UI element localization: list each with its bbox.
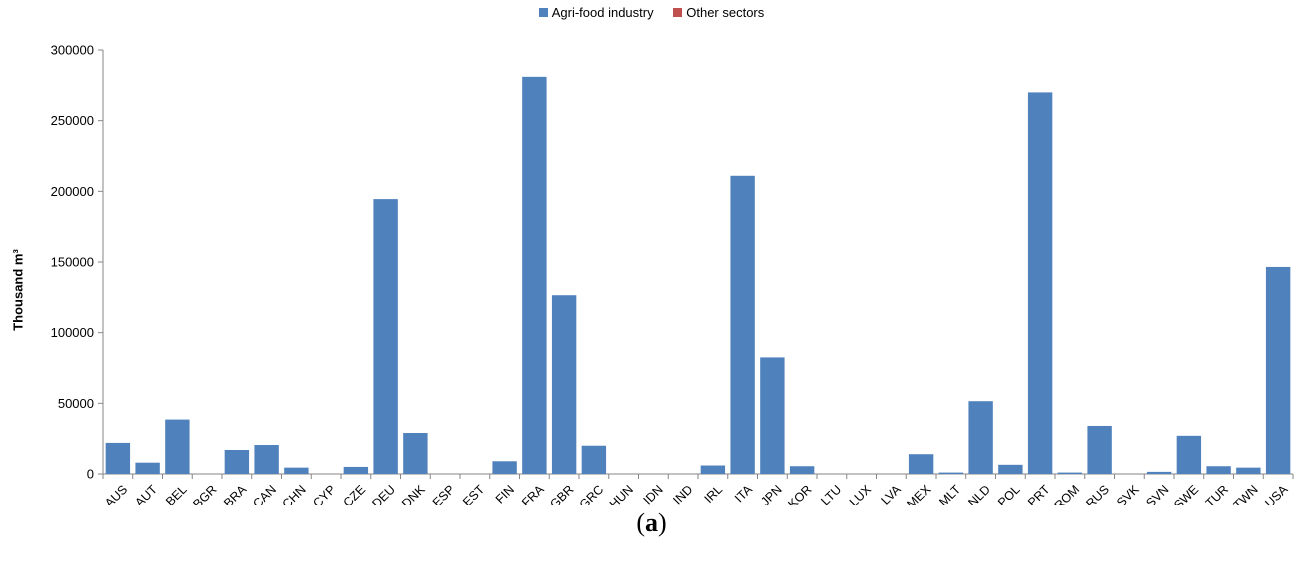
- legend-label-agri-food: Agri-food industry: [551, 5, 654, 20]
- x-tick-label-chn: CHN: [280, 482, 309, 505]
- panel-label: (a): [0, 508, 1303, 538]
- x-tick-label-swe: SWE: [1171, 482, 1201, 505]
- bar-kor-agri-food: [789, 466, 815, 474]
- x-tick-label-dnk: DNK: [399, 482, 428, 505]
- bar-ita-agri-food: [730, 175, 755, 475]
- x-tick-label-rom: ROM: [1052, 482, 1083, 505]
- x-tick-label-ltu: LTU: [818, 482, 844, 505]
- chart-legend: Agri-food industry Other sectors: [0, 5, 1303, 20]
- y-tick-label: 100000: [51, 325, 94, 340]
- bar-chn-agri-food: [284, 467, 309, 474]
- bar-bel-agri-food: [165, 419, 190, 474]
- x-tick-label-grc: GRC: [577, 482, 607, 505]
- bar-fra-agri-food: [522, 76, 547, 474]
- x-tick-label-ita: ITA: [732, 482, 755, 505]
- x-tick-label-kor: KOR: [785, 482, 814, 505]
- bar-cze-agri-food: [343, 466, 369, 474]
- x-tick-label-fra: FRA: [519, 482, 547, 505]
- x-tick-label-usa: USA: [1262, 482, 1291, 505]
- x-tick-label-lva: LVA: [878, 482, 904, 505]
- bar-rus-agri-food: [1087, 425, 1112, 474]
- bar-deu-agri-food: [373, 199, 398, 475]
- bar-prt-agri-food: [1027, 92, 1053, 475]
- legend-item-other-sectors: Other sectors: [673, 5, 764, 20]
- y-tick-label: 150000: [51, 255, 94, 270]
- x-tick-label-aus: AUS: [102, 482, 130, 505]
- x-tick-label-svn: SVN: [1143, 482, 1171, 505]
- x-tick-label-cyp: CYP: [310, 482, 338, 505]
- y-tick-label: 0: [87, 467, 94, 482]
- bar-jpn-agri-food: [760, 357, 785, 474]
- x-tick-label-ind: IND: [670, 482, 695, 505]
- x-tick-label-gbr: GBR: [547, 482, 576, 505]
- bar-irl-agri-food: [700, 465, 726, 474]
- bar-pol-agri-food: [998, 464, 1023, 474]
- x-tick-label-esp: ESP: [430, 482, 458, 505]
- x-tick-label-lux: LUX: [847, 482, 875, 505]
- x-tick-label-cze: CZE: [341, 482, 369, 505]
- legend-swatch-other-sectors: [673, 8, 683, 17]
- x-tick-label-bgr: BGR: [190, 482, 219, 505]
- bar-svn-agri-food: [1146, 471, 1172, 474]
- panel-label-close: ): [658, 508, 667, 537]
- bar-aut-agri-food: [135, 462, 160, 474]
- x-tick-label-jpn: JPN: [758, 482, 785, 505]
- y-tick-label: 200000: [51, 184, 94, 199]
- x-tick-label-est: EST: [460, 482, 487, 505]
- bar-gbr-agri-food: [551, 295, 577, 474]
- x-tick-label-mex: MEX: [904, 482, 934, 505]
- y-tick-label: 250000: [51, 113, 94, 128]
- bar-nld-agri-food: [968, 401, 993, 474]
- x-tick-label-svk: SVK: [1114, 482, 1142, 505]
- bar-dnk-agri-food: [403, 433, 428, 474]
- x-tick-label-can: CAN: [250, 482, 279, 505]
- legend-swatch-agri-food: [538, 8, 548, 17]
- x-tick-label-idn: IDN: [641, 482, 666, 505]
- bar-mlt-agri-food: [938, 472, 964, 474]
- panel-label-letter: a: [645, 508, 658, 537]
- x-tick-label-hun: HUN: [607, 482, 636, 505]
- y-tick-label: 300000: [51, 43, 94, 58]
- x-tick-label-pol: POL: [995, 482, 1023, 505]
- x-tick-label-fin: FIN: [493, 482, 517, 505]
- x-tick-label-bra: BRA: [221, 482, 250, 505]
- x-tick-label-bel: BEL: [163, 482, 190, 505]
- x-tick-label-irl: IRL: [702, 482, 726, 505]
- legend-item-agri-food: Agri-food industry: [538, 5, 654, 20]
- bar-fin-agri-food: [492, 461, 517, 474]
- x-tick-label-aut: AUT: [132, 482, 160, 505]
- bar-aus-agri-food: [105, 442, 131, 474]
- x-tick-label-prt: PRT: [1025, 482, 1053, 505]
- x-tick-label-tur: TUR: [1203, 482, 1231, 505]
- x-tick-label-mlt: MLT: [936, 482, 963, 505]
- bar-grc-agri-food: [581, 445, 607, 474]
- x-tick-label-rus: RUS: [1083, 482, 1112, 505]
- y-tick-label: 50000: [58, 396, 94, 411]
- bar-can-agri-food: [254, 445, 279, 474]
- bar-mex-agri-food: [908, 454, 934, 474]
- x-tick-label-twn: TWN: [1231, 482, 1261, 505]
- bar-usa-agri-food: [1265, 266, 1291, 474]
- bar-tur-agri-food: [1206, 466, 1231, 474]
- bar-twn-agri-food: [1236, 467, 1261, 474]
- legend-label-other-sectors: Other sectors: [686, 5, 765, 20]
- bar-swe-agri-food: [1176, 435, 1202, 474]
- x-tick-label-deu: DEU: [369, 482, 398, 505]
- bar-chart: 0 50000 100000 150000 200000 250000 300000 AUS A…: [51, 43, 1294, 505]
- bar-bra-agri-food: [224, 449, 250, 474]
- panel-label-open: (: [636, 508, 645, 537]
- bar-rom-agri-food: [1057, 472, 1083, 474]
- x-tick-label-nld: NLD: [965, 482, 993, 505]
